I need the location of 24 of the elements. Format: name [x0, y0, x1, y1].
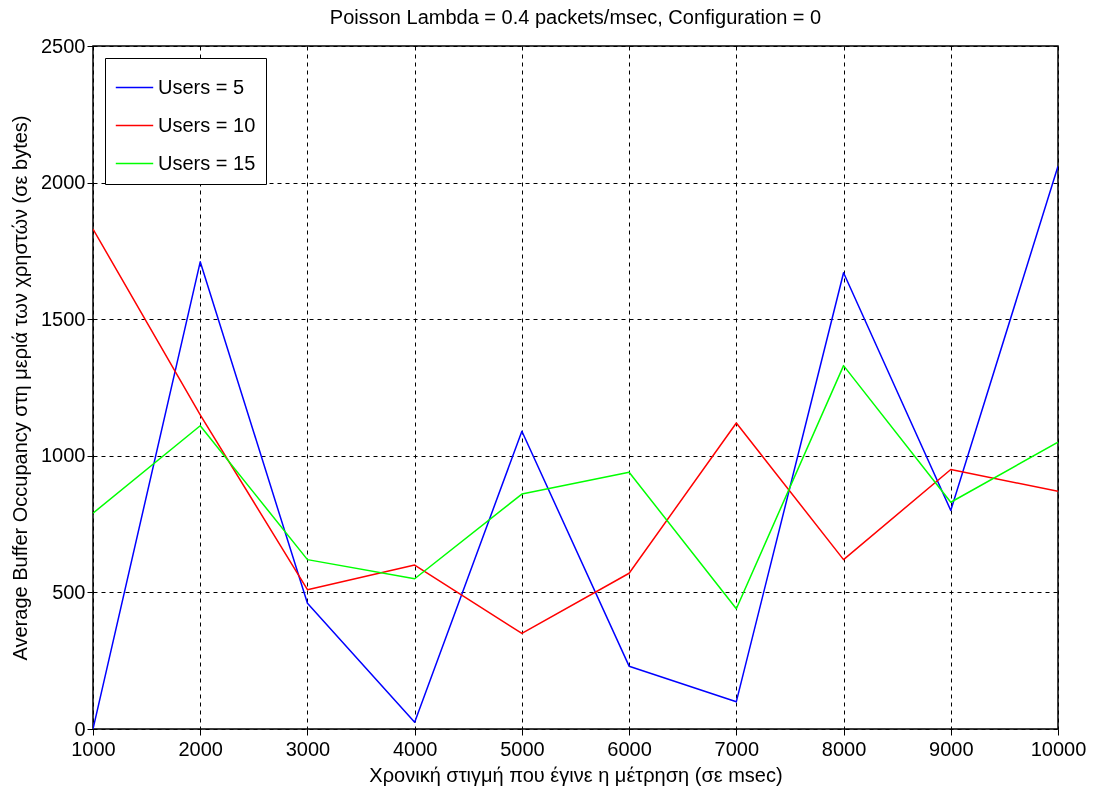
- x-tick-label: 9000: [929, 737, 974, 760]
- line-series: [93, 228, 1058, 635]
- x-tick-label: 6000: [607, 737, 652, 760]
- y-axis-title: Average Buffer Occupancy στη μεριά των χρηστών (σε bytes): [9, 115, 32, 661]
- x-tick-label: 5000: [500, 737, 545, 760]
- legend-label: Users = 10: [158, 113, 256, 136]
- legend-label: Users = 5: [158, 75, 245, 98]
- chart-title: Poisson Lambda = 0.4 packets/msec, Configuration = 0: [329, 6, 822, 28]
- y-tick-label: 1000: [41, 444, 86, 467]
- line-series: [93, 364, 1058, 610]
- x-tick-label: 8000: [821, 737, 867, 760]
- legend-label: Users = 15: [158, 151, 256, 174]
- y-tick-label: 500: [52, 580, 86, 603]
- y-tick-label: 2000: [41, 171, 86, 194]
- x-tick-label: 2000: [178, 737, 223, 760]
- x-tick-label: 7000: [714, 737, 760, 760]
- y-tick-label: 2500: [41, 34, 86, 57]
- y-tick-label: 1500: [41, 307, 86, 330]
- x-tick-label: 1000: [71, 737, 116, 760]
- y-tick-label: 0: [74, 717, 86, 740]
- x-tick-label: 4000: [392, 737, 438, 760]
- x-axis-title: Χρονική στιγμή που έγινε η μέτρηση (σε msec): [369, 763, 783, 786]
- x-tick-label: 10000: [1030, 737, 1087, 760]
- x-tick-label: 3000: [285, 737, 331, 760]
